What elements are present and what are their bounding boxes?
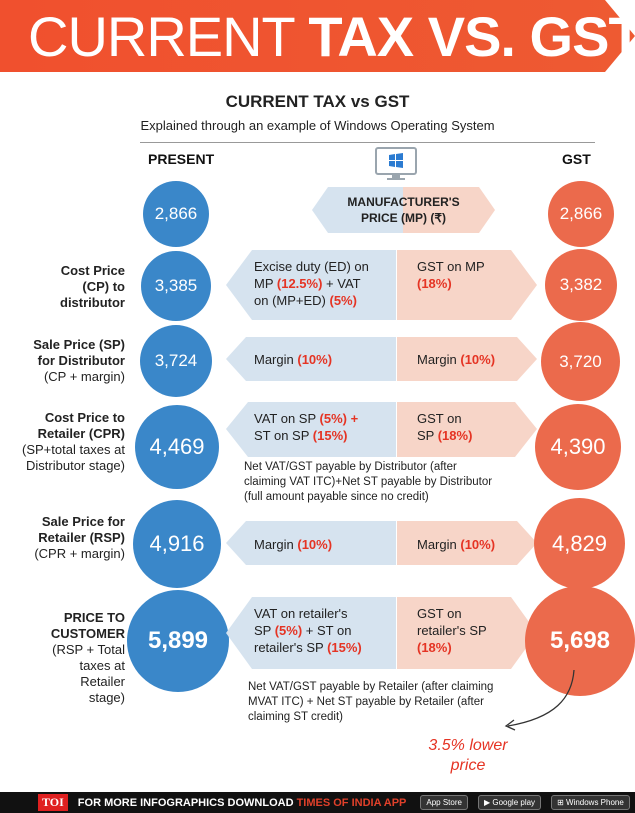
present-cp-text: Excise duty (ED) on MP (12.5%) + VAT on … [254, 259, 369, 308]
gst-rsp-text: Margin (10%) [417, 537, 496, 552]
gst-sp-box [397, 337, 537, 381]
gst-customer-box [397, 597, 537, 669]
gst-customer-circle: 5,698 [525, 586, 635, 696]
present-rsp-text: Margin (10%) [254, 537, 333, 552]
row-label-cpr: Cost Price to Retailer (CPR) (SP+total tax… [22, 410, 125, 473]
manufacturer-price-box [312, 187, 495, 233]
present-sp-circle: 3,724 [140, 325, 212, 397]
app-store-badge[interactable]: App Store [420, 795, 468, 810]
gst-mp-circle: 2,866 [548, 181, 614, 247]
present-sp-text: Margin (10%) [254, 352, 333, 367]
present-cpr-circle: 4,469 [135, 405, 219, 489]
windows-icon: ⊞ [557, 798, 564, 807]
gst-sp-text: Margin (10%) [417, 352, 496, 367]
present-cp-box [226, 250, 396, 320]
google-play-badge[interactable]: ▶ Google play [477, 795, 542, 810]
banner-title: CURRENT TAX VS. GST [28, 5, 635, 68]
gst-cp-box [397, 250, 537, 320]
distributor-note: Net VAT/GST payable by Distributor (afte… [244, 461, 493, 503]
present-column-header: PRESENT [148, 151, 215, 167]
present-customer-circle: 5,899 [127, 590, 229, 692]
footer-bar: TOI FOR MORE INFOGRAPHICS DOWNLOAD TIMES… [0, 792, 635, 813]
gst-cpr-text: GST on SP (18%) [417, 411, 473, 443]
row-label-cp: Cost Price (CP) to distributor [60, 263, 125, 310]
gst-customer-text: GST on retailer's SP (18%) [417, 606, 487, 655]
gst-rsp-circle: 4,829 [534, 498, 625, 589]
savings-callout: 3.5% lower price [428, 737, 508, 774]
row-label-customer: PRICE TO CUSTOMER (RSP + Total taxes at Reta… [50, 610, 125, 705]
google-play-icon: ▶ [483, 798, 491, 807]
chart-title: CURRENT TAX vs GST [225, 92, 410, 111]
retailer-note: Net VAT/GST payable by Retailer (after c… [248, 681, 494, 723]
gst-column-header: GST [562, 151, 591, 167]
present-cp-circle: 3,385 [141, 251, 211, 321]
title-banner [0, 0, 635, 72]
present-rsp-box [226, 521, 396, 565]
present-cpr-text: VAT on SP (5%) + ST on SP (15%) [254, 411, 359, 443]
gst-cpr-circle: 4,390 [535, 404, 621, 490]
windows-phone-badge[interactable]: ⊞ Windows Phone [551, 795, 630, 810]
present-sp-box [226, 337, 396, 381]
present-mp-circle: 2,866 [143, 181, 209, 247]
row-label-rsp: Sale Price for Retailer (RSP) (CPR + margi… [34, 514, 125, 561]
gst-cpr-box [397, 402, 537, 457]
manufacturer-price-label: MANUFACTURER'S PRICE (MP) (₹) [347, 195, 460, 225]
row-label-sp: Sale Price (SP) for Distributor (CP + marg… [33, 337, 125, 384]
chart-subtitle: Explained through an example of Windows … [140, 118, 495, 133]
curved-arrow-icon [504, 669, 575, 731]
toi-logo: TOI [38, 794, 68, 811]
present-customer-box [226, 597, 396, 669]
gst-sp-circle: 3,720 [541, 322, 620, 401]
divider [140, 142, 595, 143]
windows-monitor-icon [375, 147, 417, 180]
present-customer-text: VAT on retailer's SP (5%) + ST on retail… [254, 606, 362, 655]
present-cpr-box [226, 402, 396, 457]
gst-rsp-box [397, 521, 537, 565]
present-rsp-circle: 4,916 [133, 500, 221, 588]
footer-promo: FOR MORE INFOGRAPHICS DOWNLOAD TIMES OF … [77, 796, 407, 809]
gst-cp-text: GST on MP (18%) [417, 259, 485, 291]
gst-cp-circle: 3,382 [545, 249, 617, 321]
